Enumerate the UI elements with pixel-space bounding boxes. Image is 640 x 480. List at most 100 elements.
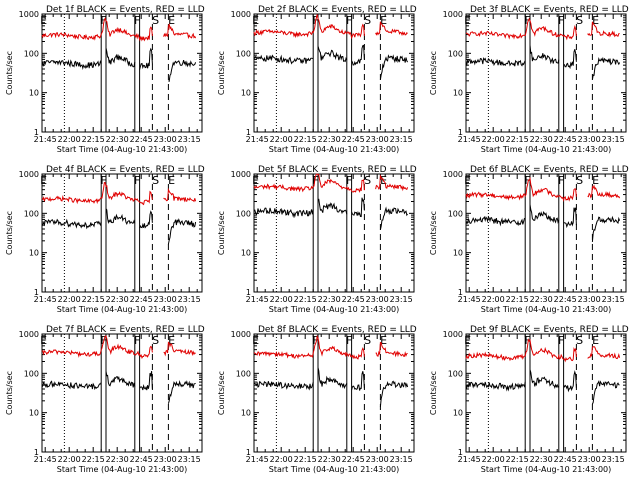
y-tick-label: 100 (24, 369, 39, 378)
x-axis-label: Start Time (04-Aug-10 21:43:00) (57, 305, 188, 314)
panel-title: Det 4f BLACK = Events, RED = LLD (46, 165, 205, 175)
marker-letter-S: S (152, 334, 159, 347)
x-tick-label: 23:15 (602, 135, 625, 144)
series-line-lld (465, 338, 621, 363)
x-tick-label: 23:00 (154, 295, 177, 304)
panel-title: Det 3f BLACK = Events, RED = LLD (470, 5, 629, 15)
y-tick-label: 10 (29, 409, 39, 418)
x-tick-label: 22:00 (482, 455, 505, 464)
marker-letter-F: F (558, 14, 564, 27)
x-tick-label: 23:00 (366, 135, 389, 144)
x-axis-label: Start Time (04-Aug-10 21:43:00) (57, 145, 188, 154)
marker-letter-E: E (252, 174, 259, 187)
marker-letter-F: F (312, 174, 318, 187)
panel-det-2f: Det 2f BLACK = Events, RED = LLD 1000 100 1… (217, 5, 417, 154)
y-tick-label: 10 (29, 89, 39, 98)
x-tick-label: 22:30 (318, 135, 341, 144)
y-tick-label: 1 (246, 128, 251, 137)
marker-letter-E: E (40, 334, 47, 347)
marker-letter-F: F (524, 174, 530, 187)
series-line-events (465, 204, 621, 242)
marker-letter-F: F (100, 174, 106, 187)
y-tick-label: 1 (458, 448, 463, 457)
series-line-events (41, 371, 196, 404)
x-tick-label: 23:00 (154, 455, 177, 464)
x-tick-label: 23:15 (178, 295, 201, 304)
x-tick-label: 21:45 (246, 455, 269, 464)
series-line-events (41, 208, 197, 245)
y-axis-label: Counts/sec (429, 51, 438, 95)
marker-letter-E: E (592, 334, 599, 347)
marker-letter-F: F (558, 174, 564, 187)
x-tick-label: 23:15 (390, 295, 413, 304)
series-line-lld (465, 17, 620, 41)
y-tick-label: 1 (34, 288, 39, 297)
marker-letter-E: E (380, 334, 387, 347)
x-tick-label: 22:00 (270, 455, 293, 464)
marker-letter-F: F (312, 334, 318, 347)
panel-det-3f: Det 3f BLACK = Events, RED = LLD 1000 100 1… (429, 5, 629, 154)
marker-letter-S: S (364, 334, 371, 347)
y-axis-label: Counts/sec (5, 371, 14, 415)
x-tick-label: 22:45 (130, 455, 153, 464)
x-axis-label: Start Time (04-Aug-10 21:43:00) (481, 465, 612, 474)
x-tick-label: 22:15 (506, 295, 529, 304)
x-tick-label: 22:00 (482, 295, 505, 304)
plot-frame (465, 13, 627, 133)
x-tick-label: 23:00 (366, 295, 389, 304)
x-tick-label: 23:15 (390, 135, 413, 144)
x-tick-label: 23:15 (602, 295, 625, 304)
marker-letter-S: S (364, 174, 371, 187)
x-tick-label: 21:45 (34, 135, 57, 144)
marker-letter-E: E (464, 14, 471, 27)
marker-letter-S: S (576, 174, 583, 187)
y-tick-label: 1000 (443, 170, 463, 179)
panel-det-5f: Det 5f BLACK = Events, RED = LLD 1000 100 1… (217, 165, 417, 314)
x-tick-label: 21:45 (458, 135, 481, 144)
x-tick-label: 23:15 (602, 455, 625, 464)
x-tick-label: 22:30 (318, 295, 341, 304)
panel-det-9f: Det 9f BLACK = Events, RED = LLD 1000 100 1… (429, 325, 629, 474)
y-tick-label: 10 (241, 249, 251, 258)
y-tick-label: 1 (458, 288, 463, 297)
plot-frame (253, 13, 415, 133)
series-line-events (253, 367, 409, 407)
y-tick-label: 100 (236, 49, 251, 58)
x-tick-label: 22:00 (58, 295, 81, 304)
y-tick-label: 100 (448, 369, 463, 378)
x-tick-label: 22:45 (554, 135, 577, 144)
marker-letter-E: E (168, 334, 175, 347)
plot-frame (41, 333, 203, 453)
series-line-lld (41, 335, 196, 360)
x-tick-label: 23:00 (578, 295, 601, 304)
plot-frame (465, 173, 627, 293)
y-tick-label: 1 (246, 448, 251, 457)
y-tick-label: 1000 (231, 170, 251, 179)
panel-det-4f: Det 4f BLACK = Events, RED = LLD 1000 100 1… (5, 165, 205, 314)
panel-title: Det 9f BLACK = Events, RED = LLD (470, 325, 629, 335)
y-tick-label: 100 (448, 209, 463, 218)
y-tick-label: 100 (236, 369, 251, 378)
marker-letter-E: E (380, 14, 387, 27)
x-tick-label: 22:00 (482, 135, 505, 144)
x-tick-label: 22:30 (106, 295, 129, 304)
x-tick-label: 23:00 (366, 455, 389, 464)
x-tick-label: 22:00 (58, 135, 81, 144)
x-tick-label: 23:00 (154, 135, 177, 144)
x-axis-label: Start Time (04-Aug-10 21:43:00) (57, 465, 188, 474)
series-line-lld (253, 334, 408, 360)
marker-letter-F: F (346, 14, 352, 27)
x-tick-label: 21:45 (34, 455, 57, 464)
marker-letter-E: E (168, 14, 175, 27)
series-line-lld (41, 17, 197, 42)
y-tick-label: 1000 (231, 330, 251, 339)
x-tick-label: 21:45 (458, 295, 481, 304)
x-tick-label: 23:15 (390, 455, 413, 464)
panel-det-7f: Det 7f BLACK = Events, RED = LLD 1000 100 1… (5, 325, 205, 474)
x-tick-label: 21:45 (246, 295, 269, 304)
plot-frame (465, 333, 627, 453)
marker-letter-E: E (252, 334, 259, 347)
y-tick-label: 1 (34, 448, 39, 457)
x-tick-label: 21:45 (458, 455, 481, 464)
x-tick-label: 22:15 (294, 295, 317, 304)
